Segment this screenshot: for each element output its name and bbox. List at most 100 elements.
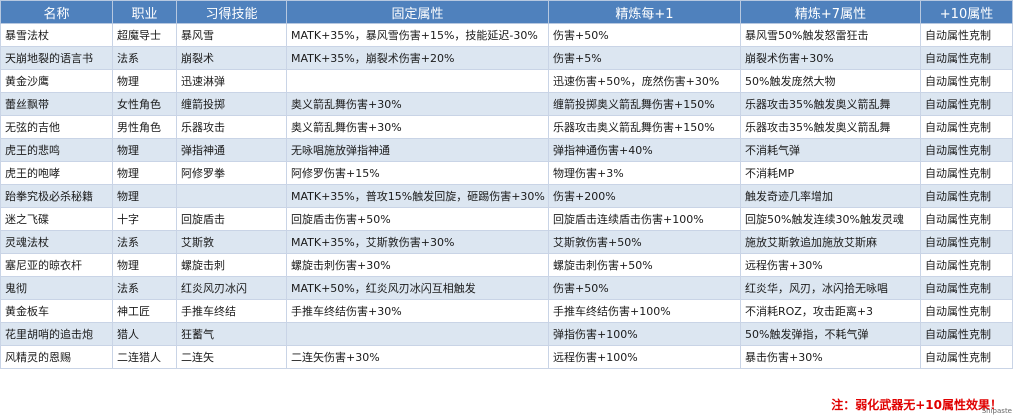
cell-job[interactable]: 物理 — [112, 69, 177, 93]
cell-fixed-attr[interactable]: 奥义箭乱舞伤害+30% — [286, 115, 549, 139]
cell-refine-per-level[interactable]: 螺旋击刺伤害+50% — [548, 253, 741, 277]
cell-refine-per-level[interactable]: 伤害+200% — [548, 184, 741, 208]
cell-refine-10[interactable]: 自动属性克制 — [920, 276, 1013, 300]
cell-skill[interactable]: 回旋盾击 — [176, 207, 287, 231]
header-skill[interactable]: 习得技能 — [176, 0, 287, 24]
cell-fixed-attr[interactable]: MATK+35%，普攻15%触发回旋，砸踢伤害+30% — [286, 184, 549, 208]
cell-fixed-attr[interactable]: 阿修罗伤害+15% — [286, 161, 549, 185]
cell-refine-per-level[interactable]: 回旋盾击连续盾击伤害+100% — [548, 207, 741, 231]
cell-name[interactable]: 塞尼亚的晾衣杆 — [0, 253, 113, 277]
header-refine-per-level[interactable]: 精炼每+1 — [548, 0, 741, 24]
cell-refine-10[interactable]: 自动属性克制 — [920, 184, 1013, 208]
header-refine-7[interactable]: 精炼+7属性 — [740, 0, 921, 24]
cell-name[interactable]: 鬼彻 — [0, 276, 113, 300]
cell-job[interactable]: 男性角色 — [112, 115, 177, 139]
cell-refine-per-level[interactable]: 迅速伤害+50%，庞然伤害+30% — [548, 69, 741, 93]
cell-skill[interactable]: 阿修罗拳 — [176, 161, 287, 185]
cell-refine-7[interactable]: 乐器攻击35%触发奥义箭乱舞 — [740, 115, 921, 139]
cell-job[interactable]: 二连猎人 — [112, 345, 177, 369]
cell-refine-10[interactable]: 自动属性克制 — [920, 138, 1013, 162]
cell-refine-7[interactable]: 不消耗MP — [740, 161, 921, 185]
cell-fixed-attr[interactable]: 回旋盾击伤害+50% — [286, 207, 549, 231]
cell-name[interactable]: 跆拳究极必杀秘籍 — [0, 184, 113, 208]
cell-name[interactable]: 虎王的咆哮 — [0, 161, 113, 185]
cell-refine-per-level[interactable]: 物理伤害+3% — [548, 161, 741, 185]
cell-refine-7[interactable]: 暴击伤害+30% — [740, 345, 921, 369]
cell-skill[interactable]: 崩裂术 — [176, 46, 287, 70]
cell-refine-per-level[interactable]: 缠箭投掷奥义箭乱舞伤害+150% — [548, 92, 741, 116]
header-name[interactable]: 名称 — [0, 0, 113, 24]
cell-fixed-attr[interactable]: 二连矢伤害+30% — [286, 345, 549, 369]
cell-refine-7[interactable]: 暴风雪50%触发怒雷狂击 — [740, 23, 921, 47]
cell-refine-per-level[interactable]: 远程伤害+100% — [548, 345, 741, 369]
cell-job[interactable]: 猎人 — [112, 322, 177, 346]
cell-refine-7[interactable]: 红炎华，风刃，冰闪拾无咏唱 — [740, 276, 921, 300]
cell-refine-7[interactable]: 施放艾斯敦追加施放艾斯麻 — [740, 230, 921, 254]
cell-skill[interactable]: 迅速淋弹 — [176, 69, 287, 93]
cell-refine-7[interactable]: 回旋50%触发连续30%触发灵魂 — [740, 207, 921, 231]
cell-refine-10[interactable]: 自动属性克制 — [920, 345, 1013, 369]
cell-skill[interactable]: 弹指神通 — [176, 138, 287, 162]
cell-fixed-attr[interactable]: 螺旋击刺伤害+30% — [286, 253, 549, 277]
cell-refine-per-level[interactable]: 手推车终结伤害+100% — [548, 299, 741, 323]
cell-skill[interactable]: 艾斯敦 — [176, 230, 287, 254]
cell-name[interactable]: 无弦的吉他 — [0, 115, 113, 139]
cell-refine-per-level[interactable]: 艾斯敦伤害+50% — [548, 230, 741, 254]
cell-refine-per-level[interactable]: 弹指神通伤害+40% — [548, 138, 741, 162]
cell-refine-10[interactable]: 自动属性克制 — [920, 161, 1013, 185]
cell-fixed-attr[interactable] — [286, 69, 549, 93]
cell-refine-per-level[interactable]: 伤害+50% — [548, 23, 741, 47]
cell-skill[interactable]: 手推车终结 — [176, 299, 287, 323]
cell-job[interactable]: 法系 — [112, 276, 177, 300]
cell-refine-10[interactable]: 自动属性克制 — [920, 115, 1013, 139]
cell-refine-10[interactable]: 自动属性克制 — [920, 253, 1013, 277]
cell-refine-per-level[interactable]: 弹指伤害+100% — [548, 322, 741, 346]
cell-refine-7[interactable]: 崩裂术伤害+30% — [740, 46, 921, 70]
cell-fixed-attr[interactable]: MATK+35%，暴风雪伤害+15%，技能延迟-30% — [286, 23, 549, 47]
cell-skill[interactable]: 红炎风刃冰闪 — [176, 276, 287, 300]
cell-name[interactable]: 黄金沙鹰 — [0, 69, 113, 93]
cell-fixed-attr[interactable]: MATK+35%，崩裂术伤害+20% — [286, 46, 549, 70]
cell-refine-10[interactable]: 自动属性克制 — [920, 46, 1013, 70]
cell-refine-10[interactable]: 自动属性克制 — [920, 299, 1013, 323]
cell-name[interactable]: 花里胡哨的追击炮 — [0, 322, 113, 346]
cell-refine-7[interactable]: 触发奇迹几率增加 — [740, 184, 921, 208]
cell-fixed-attr[interactable]: 无咏唱施放弹指神通 — [286, 138, 549, 162]
cell-skill[interactable]: 暴风雪 — [176, 23, 287, 47]
cell-refine-10[interactable]: 自动属性克制 — [920, 207, 1013, 231]
cell-job[interactable]: 法系 — [112, 46, 177, 70]
cell-refine-10[interactable]: 自动属性克制 — [920, 322, 1013, 346]
cell-refine-per-level[interactable]: 伤害+50% — [548, 276, 741, 300]
cell-refine-7[interactable]: 50%触发弹指，不耗气弹 — [740, 322, 921, 346]
cell-job[interactable]: 物理 — [112, 184, 177, 208]
cell-refine-10[interactable]: 自动属性克制 — [920, 230, 1013, 254]
cell-refine-10[interactable]: 自动属性克制 — [920, 92, 1013, 116]
cell-fixed-attr[interactable]: 手推车终结伤害+30% — [286, 299, 549, 323]
cell-skill[interactable]: 狂蓄气 — [176, 322, 287, 346]
cell-name[interactable]: 迷之飞碟 — [0, 207, 113, 231]
cell-refine-10[interactable]: 自动属性克制 — [920, 69, 1013, 93]
cell-name[interactable]: 天崩地裂的语言书 — [0, 46, 113, 70]
cell-job[interactable]: 神工匠 — [112, 299, 177, 323]
cell-refine-per-level[interactable]: 伤害+5% — [548, 46, 741, 70]
cell-refine-7[interactable]: 不消耗ROZ，攻击距离+3 — [740, 299, 921, 323]
cell-fixed-attr[interactable] — [286, 322, 549, 346]
header-job[interactable]: 职业 — [112, 0, 177, 24]
cell-fixed-attr[interactable]: 奥义箭乱舞伤害+30% — [286, 92, 549, 116]
cell-job[interactable]: 物理 — [112, 138, 177, 162]
cell-job[interactable]: 法系 — [112, 230, 177, 254]
cell-skill[interactable] — [176, 184, 287, 208]
cell-job[interactable]: 女性角色 — [112, 92, 177, 116]
cell-name[interactable]: 暴雪法杖 — [0, 23, 113, 47]
cell-name[interactable]: 风精灵的恩赐 — [0, 345, 113, 369]
cell-job[interactable]: 十字 — [112, 207, 177, 231]
cell-job[interactable]: 物理 — [112, 161, 177, 185]
cell-skill[interactable]: 乐器攻击 — [176, 115, 287, 139]
cell-job[interactable]: 超魔导士 — [112, 23, 177, 47]
cell-skill[interactable]: 缠箭投掷 — [176, 92, 287, 116]
cell-refine-per-level[interactable]: 乐器攻击奥义箭乱舞伤害+150% — [548, 115, 741, 139]
cell-refine-7[interactable]: 乐器攻击35%触发奥义箭乱舞 — [740, 92, 921, 116]
cell-name[interactable]: 灵魂法杖 — [0, 230, 113, 254]
cell-refine-7[interactable]: 远程伤害+30% — [740, 253, 921, 277]
cell-job[interactable]: 物理 — [112, 253, 177, 277]
